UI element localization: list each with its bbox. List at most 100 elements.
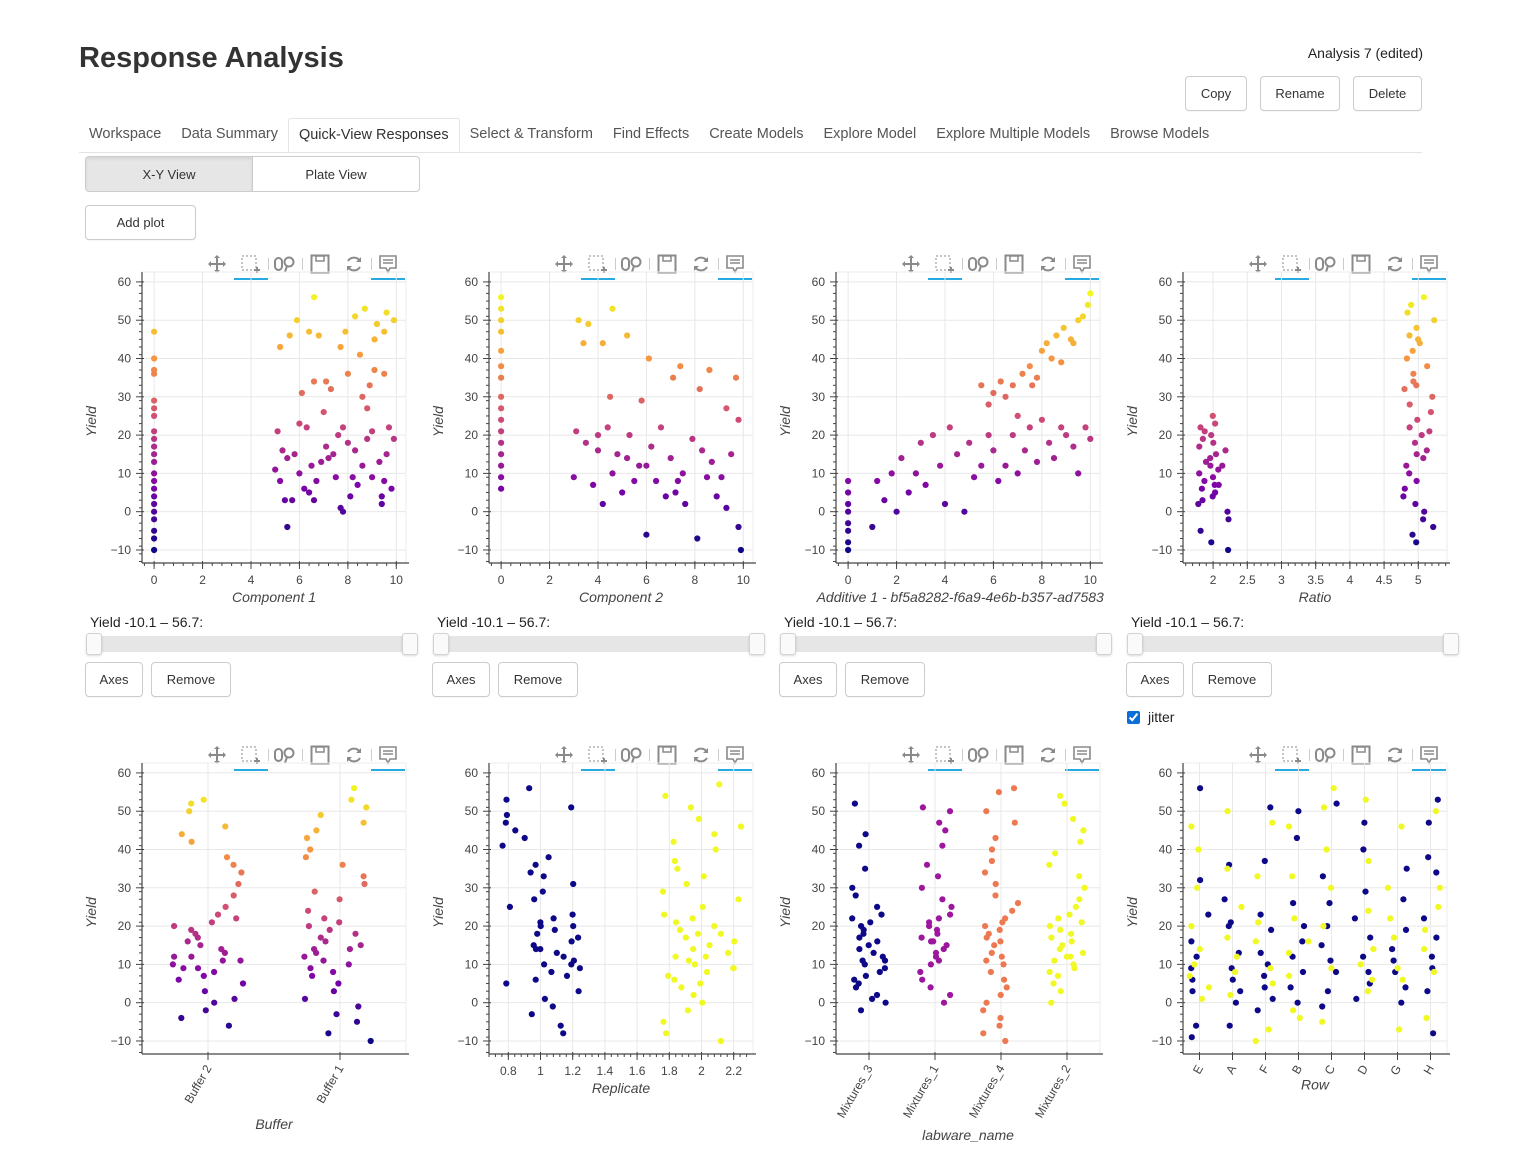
axes-button[interactable]: Axes <box>432 662 490 697</box>
scatter-plot[interactable]: −10 0 10 20 30 40 50 60 Yield 0 2 4 6 8 10 Component 2 <box>431 250 781 670</box>
pan-icon[interactable] <box>551 743 577 767</box>
pan-icon[interactable] <box>1245 252 1271 276</box>
pan-icon[interactable] <box>204 743 230 767</box>
hover-icon[interactable] <box>718 252 752 280</box>
scatter-plot[interactable]: −10 0 10 20 30 40 50 60 Yield Buffer 2 Buffer 1 Buf… <box>84 741 434 1151</box>
wheel-zoom-icon[interactable] <box>966 252 992 276</box>
plate-view-button[interactable]: Plate View <box>305 166 367 182</box>
hover-icon[interactable] <box>718 743 752 771</box>
xy-view-button[interactable]: X-Y View <box>86 157 253 191</box>
reset-icon[interactable] <box>688 252 714 276</box>
tab-quick-view-responses[interactable]: Quick-View Responses <box>287 118 460 152</box>
axes-button[interactable]: Axes <box>1126 662 1184 697</box>
yield-range-slider[interactable] <box>1127 633 1459 655</box>
wheel-zoom-icon[interactable] <box>1313 252 1339 276</box>
data-point <box>845 489 852 496</box>
reset-icon[interactable] <box>341 743 367 767</box>
data-point <box>1053 332 1060 339</box>
data-point <box>1410 370 1417 377</box>
slider-min-handle[interactable] <box>1127 633 1143 655</box>
y-tick-label: 40 <box>1159 843 1173 857</box>
pan-icon[interactable] <box>1245 743 1271 767</box>
hover-icon[interactable] <box>1065 743 1099 771</box>
data-point <box>1403 865 1410 872</box>
yield-range-slider[interactable] <box>433 633 765 655</box>
wheel-zoom-icon[interactable] <box>966 743 992 767</box>
reset-icon[interactable] <box>341 252 367 276</box>
scatter-plot[interactable]: −10 0 10 20 30 40 50 60 Yield 0 2 4 6 8 10 Additive 1 -… <box>778 250 1128 670</box>
data-point <box>1009 907 1016 914</box>
y-tick-label: 10 <box>465 466 479 480</box>
hover-icon[interactable] <box>371 252 405 280</box>
scatter-plot[interactable]: −10 0 10 20 30 40 50 60 Yield Mixtures_3 Mixtures_… <box>778 741 1128 1151</box>
wheel-zoom-icon[interactable] <box>272 252 298 276</box>
x-tick-label: 0 <box>845 573 852 587</box>
hover-icon[interactable] <box>1412 252 1446 280</box>
data-point <box>1019 370 1026 377</box>
data-point <box>626 432 633 439</box>
data-point <box>609 305 616 312</box>
scatter-plot[interactable]: −10 0 10 20 30 40 50 60 Yield E A F B C D G H Row <box>1125 741 1475 1151</box>
data-point <box>1269 819 1276 826</box>
pan-icon[interactable] <box>898 743 924 767</box>
data-point <box>697 980 704 987</box>
remove-button[interactable]: Remove <box>498 662 578 697</box>
data-point <box>1414 416 1421 423</box>
delete-button[interactable]: Delete <box>1353 76 1422 111</box>
tab-select-transform[interactable]: Select & Transform <box>469 126 593 142</box>
remove-button[interactable]: Remove <box>151 662 231 697</box>
y-tick-label: 10 <box>1159 466 1173 480</box>
data-point <box>1353 995 1360 1002</box>
axes-button[interactable]: Axes <box>779 662 837 697</box>
slider-max-handle[interactable] <box>402 633 418 655</box>
scatter-plot[interactable]: −10 0 10 20 30 40 50 60 Yield 0.8 1 1.2 1.4 1.6 1.8 2 2.… <box>431 741 781 1151</box>
data-point <box>653 477 660 485</box>
rename-button[interactable]: Rename <box>1260 76 1340 111</box>
copy-button[interactable]: Copy <box>1185 76 1247 111</box>
wheel-zoom-icon[interactable] <box>272 743 298 767</box>
jitter-checkbox[interactable] <box>1127 710 1140 724</box>
slider-max-handle[interactable] <box>1096 633 1112 655</box>
wheel-zoom-icon[interactable] <box>1313 743 1339 767</box>
remove-button[interactable]: Remove <box>1192 662 1272 697</box>
hover-icon[interactable] <box>1412 743 1446 771</box>
tab-explore-model[interactable]: Explore Model <box>823 126 917 142</box>
data-point <box>1286 972 1293 979</box>
tab-create-models[interactable]: Create Models <box>709 126 804 142</box>
scatter-plot[interactable]: −10 0 10 20 30 40 50 60 Yield 2 2.5 3 3.5 4 4.5 5 Ratio <box>1125 250 1475 670</box>
slider-max-handle[interactable] <box>1443 633 1459 655</box>
pan-icon[interactable] <box>898 252 924 276</box>
tab-find-effects[interactable]: Find Effects <box>612 126 690 142</box>
yield-range-slider[interactable] <box>780 633 1112 655</box>
data-point <box>301 485 308 492</box>
remove-button[interactable]: Remove <box>845 662 925 697</box>
slider-min-handle[interactable] <box>780 633 796 655</box>
add-plot-button[interactable]: Add plot <box>85 205 196 240</box>
reset-icon[interactable] <box>1035 743 1061 767</box>
data-point <box>599 500 606 508</box>
slider-min-handle[interactable] <box>433 633 449 655</box>
tab-browse-models[interactable]: Browse Models <box>1110 126 1210 142</box>
hover-icon[interactable] <box>371 743 405 771</box>
reset-icon[interactable] <box>1382 252 1408 276</box>
data-point <box>320 409 327 416</box>
reset-icon[interactable] <box>688 743 714 767</box>
scatter-plot[interactable]: −10 0 10 20 30 40 50 60 Yield 0 2 4 6 8 10 Component 1 <box>84 250 434 670</box>
slider-max-handle[interactable] <box>749 633 765 655</box>
wheel-zoom-icon[interactable] <box>619 252 645 276</box>
jitter-toggle[interactable]: jitter <box>1127 709 1174 725</box>
hover-icon[interactable] <box>1065 252 1099 280</box>
toolbar-divider <box>302 258 303 270</box>
axes-button[interactable]: Axes <box>85 662 143 697</box>
reset-icon[interactable] <box>1382 743 1408 767</box>
wheel-zoom-icon[interactable] <box>619 743 645 767</box>
slider-min-handle[interactable] <box>86 633 102 655</box>
reset-icon[interactable] <box>1035 252 1061 276</box>
pan-icon[interactable] <box>551 252 577 276</box>
pan-icon[interactable] <box>204 252 230 276</box>
tab-explore-multiple-models[interactable]: Explore Multiple Models <box>936 126 1091 142</box>
tab-workspace[interactable]: Workspace <box>89 126 162 142</box>
tab-data-summary[interactable]: Data Summary <box>181 126 278 142</box>
yield-range-slider[interactable] <box>86 633 418 655</box>
data-point <box>1196 946 1203 953</box>
